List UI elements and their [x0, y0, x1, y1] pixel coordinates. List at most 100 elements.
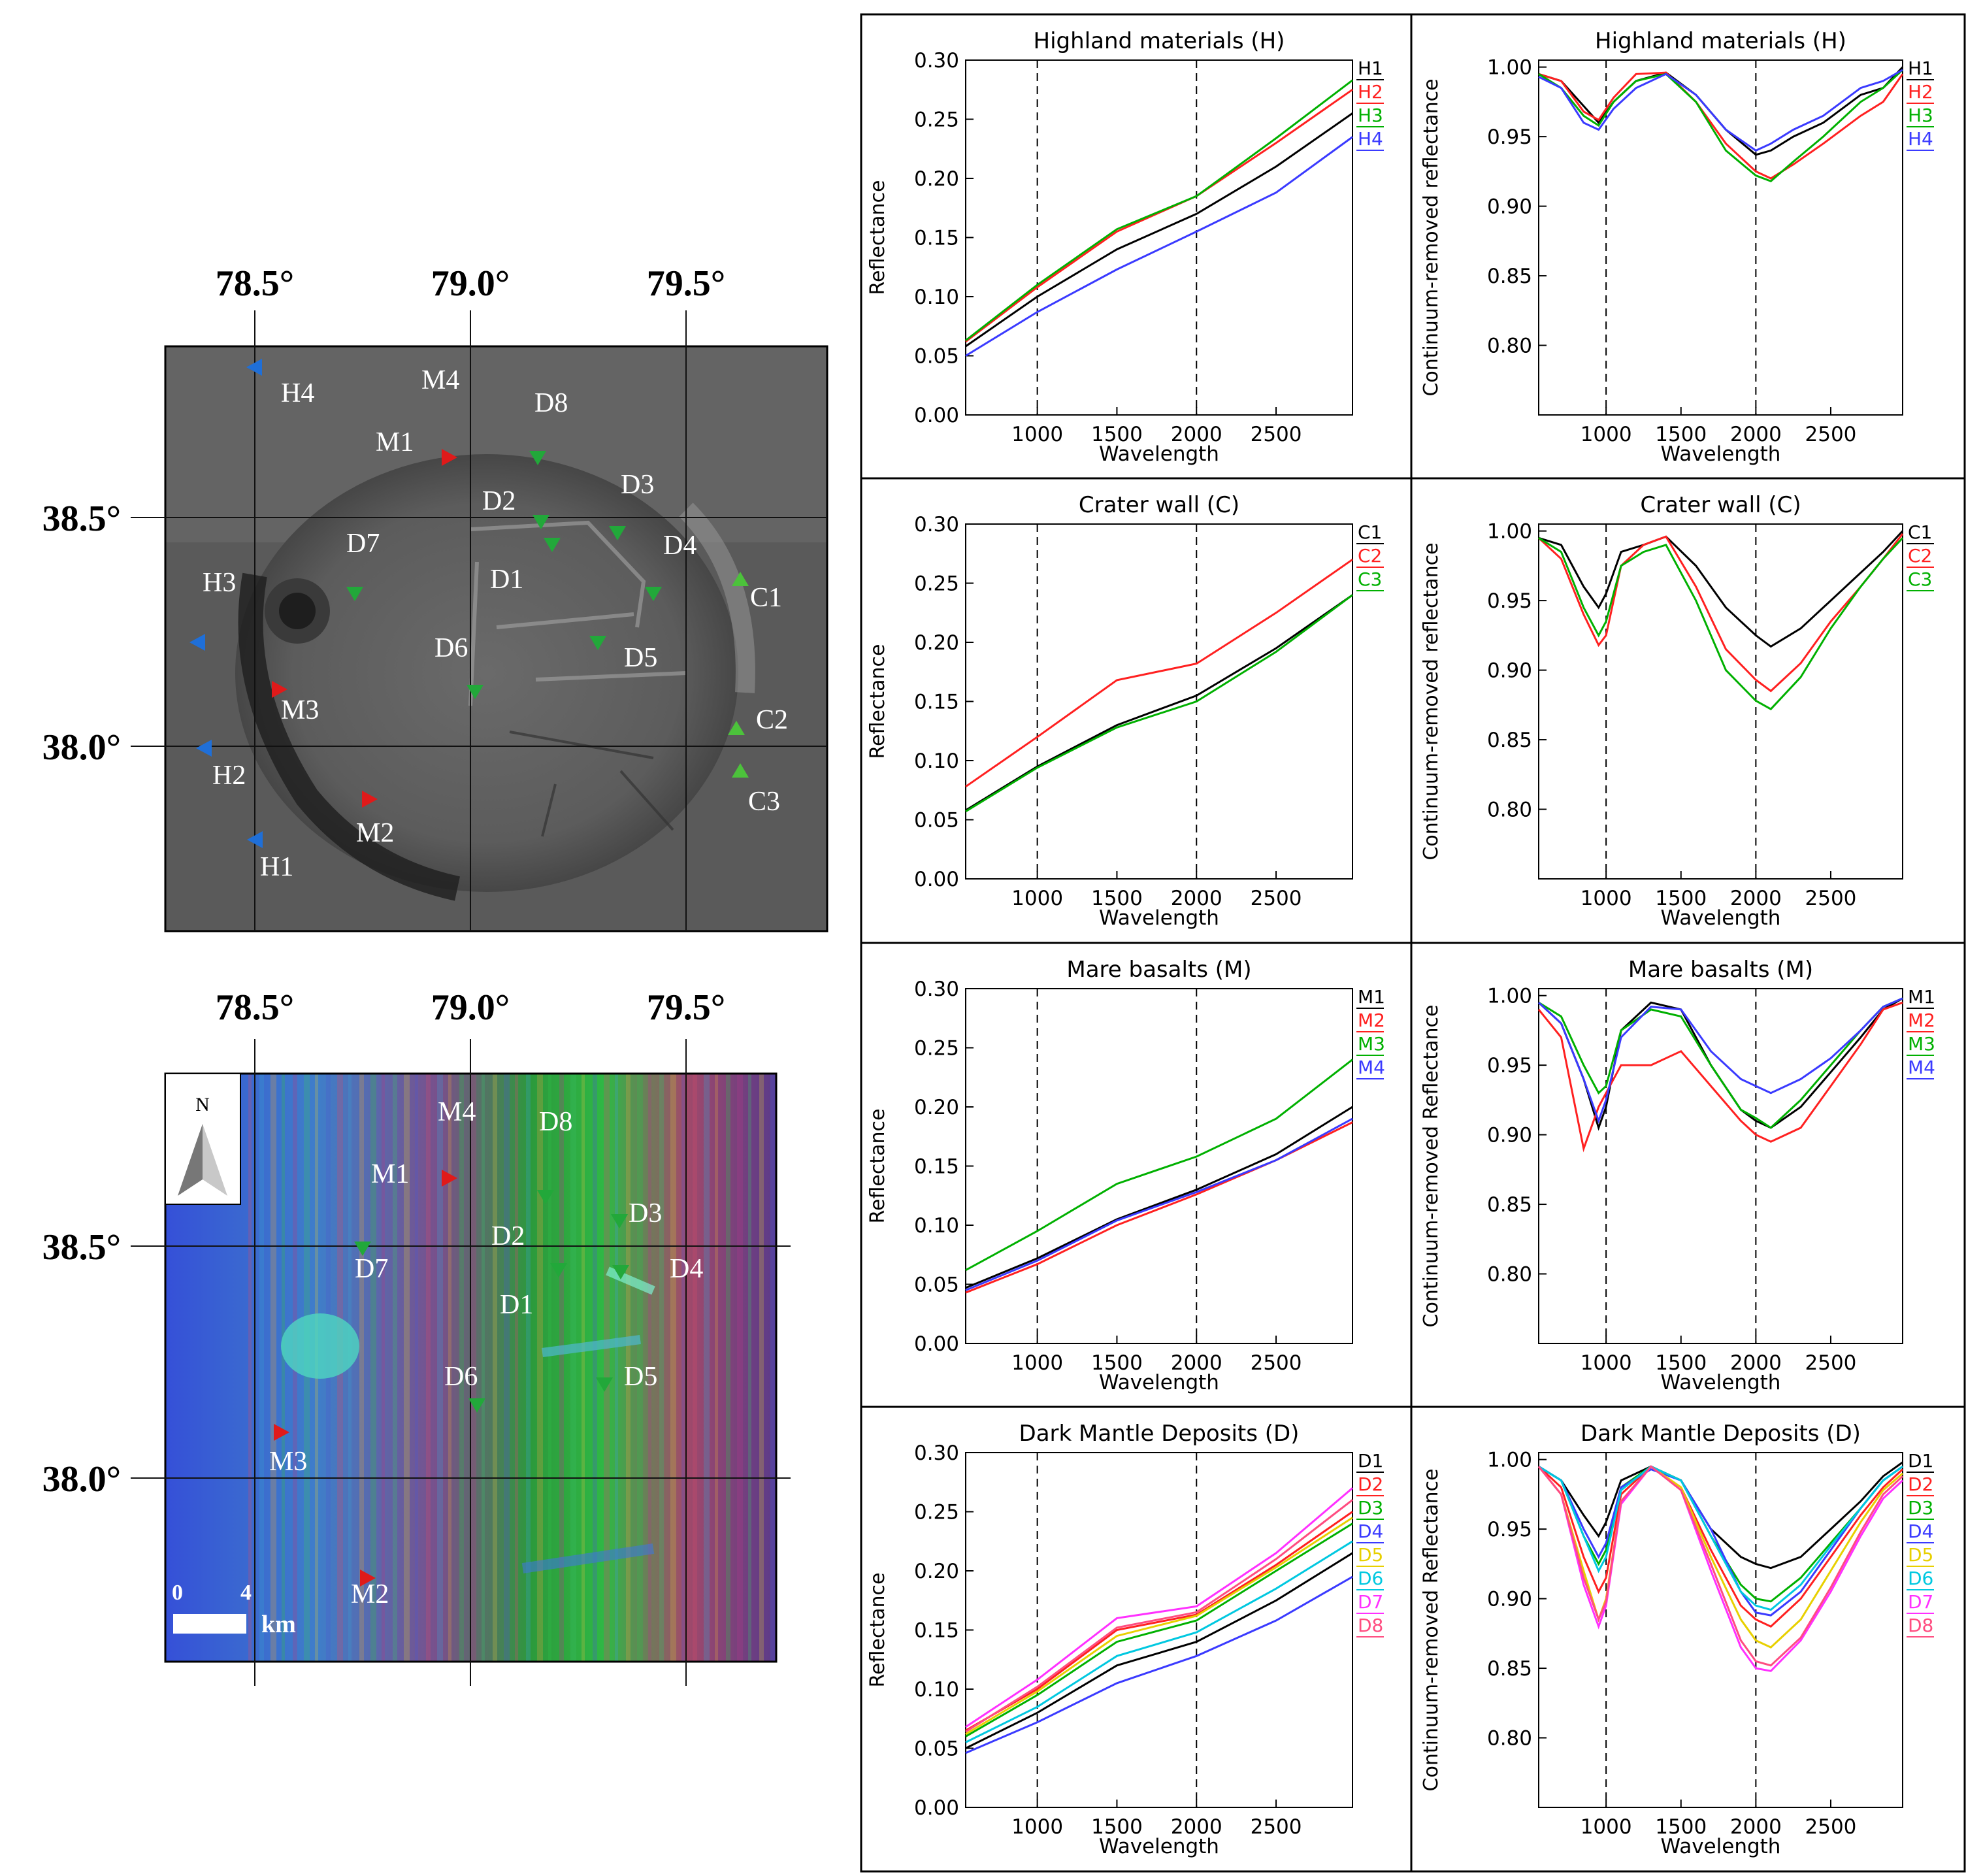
false-color-stripe [637, 1074, 643, 1662]
marker-label-m2: M2 [356, 818, 394, 848]
north-label: N [195, 1094, 210, 1115]
y-tick-label: 0.00 [914, 1796, 959, 1820]
x-tick-label: 1000 [1011, 423, 1063, 446]
longitude-tick-label: 78.5° [216, 987, 294, 1028]
marker-arrow-d2 [532, 515, 549, 529]
marker-label-d7: D7 [346, 529, 380, 559]
x-tick-label: 1000 [1581, 1815, 1632, 1839]
x-tick-label: 2500 [1251, 1351, 1302, 1375]
false-color-stripe [737, 1074, 743, 1662]
x-axis-label: Wavelength [1099, 906, 1219, 930]
x-tick-label: 1000 [1581, 887, 1632, 910]
marker-arrow-d8 [529, 451, 546, 465]
latitude-tick-label: 38.5° [42, 1227, 121, 1268]
series-line-m1 [965, 1106, 1353, 1289]
series-line-c2 [965, 559, 1353, 788]
x-tick-label: 2000 [1171, 1815, 1222, 1839]
false-color-stripe [770, 1074, 776, 1662]
false-color-stripe [359, 1074, 364, 1662]
legend-label-h3: H3 [1908, 105, 1933, 126]
false-color-stripe [704, 1074, 710, 1662]
y-tick-label: 0.25 [914, 1037, 959, 1061]
legend-label-h3: H3 [1358, 105, 1383, 126]
x-tick-label: 2000 [1171, 423, 1222, 446]
marker-label-m2: M2 [351, 1579, 389, 1609]
legend-label-d4: D4 [1358, 1521, 1383, 1542]
x-tick-label: 2500 [1805, 423, 1857, 446]
marker-arrow-m3 [272, 681, 287, 698]
panel-title: Highland materials (H) [1034, 28, 1285, 54]
legend-label-c1: C1 [1908, 521, 1932, 543]
marker-arrow-d7 [354, 1242, 371, 1256]
legend-label-d4: D4 [1908, 1521, 1933, 1542]
false-color-stripe [582, 1074, 585, 1662]
legend-label-d5: D5 [1908, 1544, 1933, 1566]
y-tick-label: 0.05 [914, 809, 959, 832]
bottom-map-latitude-labels: 38.5° 38.0° [42, 1227, 121, 1500]
x-tick-label: 1500 [1655, 1351, 1707, 1375]
marker-arrow-h1 [247, 831, 263, 848]
y-tick-label: 0.30 [914, 1441, 959, 1465]
legend-label-h2: H2 [1358, 81, 1383, 103]
false-color-stripe [681, 1074, 685, 1662]
false-color-stripe [459, 1074, 464, 1662]
spectra-panel-1: Highland materials (H) 1000 1500 2000 2500 Wa… [866, 28, 1384, 466]
panel-title: Mare basalts (M) [1628, 957, 1813, 983]
y-tick-label: 0.20 [914, 1096, 959, 1119]
marker-arrow-d1 [550, 1263, 567, 1277]
series-line-m3 [965, 1059, 1353, 1272]
false-color-stripe [748, 1074, 751, 1662]
y-axis-label: Reflectance [866, 644, 889, 759]
series-line-c1 [965, 594, 1353, 812]
legend-label-d8: D8 [1358, 1615, 1383, 1636]
false-color-stripe [648, 1074, 651, 1662]
scale-label-unit: km [261, 1611, 296, 1638]
latitude-tick-label: 38.5° [42, 499, 121, 539]
bottom-map-markers: M4 D8 M1 D3 D2 D7 D4 D1 D6 D5 M3 M2 [269, 1097, 703, 1609]
latitude-tick-label: 38.0° [42, 727, 121, 768]
false-color-stripe [248, 1074, 252, 1662]
false-color-stripe [604, 1074, 610, 1662]
longitude-tick-label: 78.5° [216, 263, 294, 304]
legend-label-c1: C1 [1358, 521, 1382, 543]
x-tick-label: 2500 [1805, 1815, 1857, 1839]
marker-arrow-d7 [346, 587, 363, 601]
x-tick-label: 1000 [1011, 887, 1063, 910]
false-color-stripe [382, 1074, 385, 1662]
false-color-stripe [393, 1074, 397, 1662]
y-tick-label: 0.85 [1487, 1657, 1532, 1681]
marker-arrow-h3 [189, 634, 205, 651]
longitude-tick-label: 79.0° [431, 263, 510, 304]
top-map-grid [131, 310, 827, 931]
marker-label-d3: D3 [629, 1198, 662, 1228]
y-tick-label: 0.10 [914, 1214, 959, 1238]
marker-label-d1: D1 [500, 1290, 533, 1320]
plot-frame [1538, 988, 1903, 1344]
series-line-c3 [965, 594, 1353, 813]
marker-label-d5: D5 [624, 1362, 657, 1392]
marker-arrow-c1 [732, 572, 749, 586]
false-color-stripe [470, 1074, 476, 1662]
x-axis-label: Wavelength [1099, 442, 1219, 466]
marker-label-c2: C2 [756, 705, 788, 735]
marker-arrow-c2 [728, 721, 745, 735]
y-tick-label: 0.30 [914, 49, 959, 73]
marker-arrow-m1 [442, 449, 457, 466]
x-axis-label: Wavelength [1099, 1835, 1219, 1858]
false-color-stripe [537, 1074, 543, 1662]
false-color-stripe [493, 1074, 497, 1662]
y-tick-label: 0.95 [1487, 125, 1532, 149]
legend-label-c2: C2 [1358, 545, 1382, 567]
y-tick-label: 0.00 [914, 868, 959, 891]
legend-label-d1: D1 [1908, 1450, 1933, 1472]
series-line-d6 [965, 1540, 1353, 1743]
x-tick-label: 2000 [1730, 1815, 1782, 1839]
legend-label-h4: H4 [1358, 128, 1383, 150]
x-tick-label: 2500 [1251, 1815, 1302, 1839]
false-color-stripe [270, 1074, 276, 1662]
bottom-false-color-map: N 0 4 km 78.5° 79.0° 79.5° 38.5° 38.0° M4 D8… [42, 987, 791, 1686]
top-map-longitude-labels: 78.5° 79.0° 79.5° [216, 263, 725, 304]
y-tick-label: 0.25 [914, 572, 959, 596]
marker-arrow-d5 [596, 1377, 613, 1392]
series-line-d4 [965, 1575, 1353, 1754]
